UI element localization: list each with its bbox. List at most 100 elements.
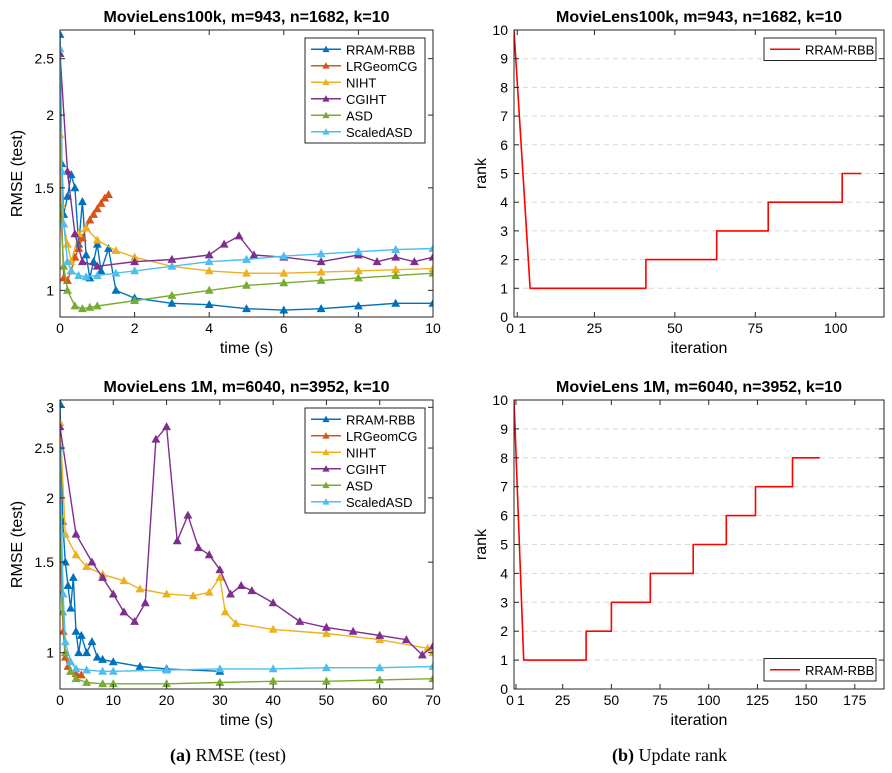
data-point-cgiht xyxy=(428,641,433,650)
axes-box xyxy=(59,399,434,690)
x-tick-label: 100 xyxy=(697,692,721,708)
y-tick-label: 9 xyxy=(500,51,508,67)
data-point-cgiht xyxy=(70,229,80,238)
data-point-rram-rbb xyxy=(68,572,78,581)
legend-box xyxy=(763,658,877,682)
legend-entry: RRAM-RBB xyxy=(805,663,874,678)
data-point-cgiht xyxy=(249,250,259,259)
x-tick-label: 0 xyxy=(56,692,64,708)
x-tick-label: 70 xyxy=(425,692,441,708)
data-point-scaledasd xyxy=(63,257,72,266)
y-tick-label: 3 xyxy=(500,594,508,610)
x-axis-label: time (s) xyxy=(220,340,273,357)
y-tick-label: 3 xyxy=(500,223,508,239)
data-point-niht xyxy=(188,591,198,600)
data-point-scaledasd xyxy=(242,254,251,263)
legend-marker xyxy=(322,128,330,135)
legend-entry: RRAM-RBB xyxy=(346,42,415,57)
series-line-cgiht xyxy=(60,53,433,267)
legend-marker xyxy=(322,498,330,505)
data-point-cgiht xyxy=(140,598,150,607)
data-point-lrgeomcg xyxy=(76,670,86,679)
data-point-asd xyxy=(316,275,326,284)
x-tick-label: 25 xyxy=(555,692,571,708)
y-tick-label: 6 xyxy=(500,137,508,153)
x-tick-label: 150 xyxy=(794,692,818,708)
data-point-lrgeomcg xyxy=(89,209,99,218)
data-point-scaledasd xyxy=(375,663,385,672)
data-point-scaledasd xyxy=(74,270,84,280)
caption-b-label: (b) xyxy=(612,745,634,765)
data-point-cgiht xyxy=(183,510,193,519)
data-point-cgiht xyxy=(236,581,246,590)
data-point-asd xyxy=(242,280,251,289)
x-tick-label: 60 xyxy=(372,692,388,708)
data-point-cgiht xyxy=(372,257,382,266)
data-point-rram-rbb xyxy=(353,301,363,310)
data-point-rram-rbb xyxy=(76,630,86,639)
series-group xyxy=(60,30,433,314)
data-point-lrgeomcg xyxy=(104,190,113,199)
legend-entry: RRAM-RBB xyxy=(805,42,874,57)
data-point-asd xyxy=(428,674,433,683)
y-tick-label: 9 xyxy=(500,421,508,437)
data-point-scaledasd xyxy=(279,251,289,260)
data-point-niht xyxy=(92,235,102,244)
caption-a-text: RMSE (test) xyxy=(191,745,287,765)
data-point-asd xyxy=(428,268,433,277)
legend-marker xyxy=(322,78,330,86)
data-point-niht xyxy=(268,624,278,633)
data-point-cgiht xyxy=(60,422,65,431)
data-point-rram-rbb xyxy=(316,304,326,313)
data-point-rram-rbb xyxy=(82,648,92,657)
series-line-niht xyxy=(60,422,433,654)
data-point-scaledasd xyxy=(391,244,401,253)
y-axis-label: RMSE (test) xyxy=(9,130,26,217)
x-axis-label: iteration xyxy=(671,340,728,357)
data-point-asd xyxy=(204,285,214,294)
y-tick-label: 1.5 xyxy=(35,180,55,196)
data-point-cgiht xyxy=(215,565,225,574)
data-point-rram-rbb xyxy=(204,300,214,309)
data-point-asd xyxy=(60,261,69,270)
y-tick-label: 1 xyxy=(500,280,508,296)
series-group xyxy=(60,400,433,688)
x-tick-label: 1 xyxy=(517,692,525,708)
data-point-asd xyxy=(85,302,95,311)
series-line-rram-rbb xyxy=(60,34,433,311)
x-tick-label: 125 xyxy=(746,692,770,708)
series-group xyxy=(514,30,862,290)
data-point-niht xyxy=(215,572,225,581)
data-point-asd xyxy=(70,301,80,310)
data-point-cgiht xyxy=(321,622,331,631)
x-axis-label: time (s) xyxy=(220,712,273,729)
data-point-niht xyxy=(428,263,433,272)
y-tick-label: 2 xyxy=(500,623,508,639)
x-tick-label: 100 xyxy=(824,320,848,336)
data-point-rram-rbb xyxy=(63,581,73,590)
data-point-niht xyxy=(135,584,145,593)
data-point-rram-rbb xyxy=(92,652,102,661)
data-point-rram-rbb xyxy=(92,239,102,248)
y-tick-label: 7 xyxy=(500,479,508,495)
y-tick-label: 10 xyxy=(492,22,508,38)
data-point-rram-rbb xyxy=(428,298,433,307)
data-point-cgiht xyxy=(295,616,305,625)
data-point-niht xyxy=(375,635,385,644)
y-tick-label: 4 xyxy=(500,194,508,210)
x-tick-label: 50 xyxy=(319,692,335,708)
legend-marker xyxy=(322,45,330,53)
legend-marker xyxy=(322,62,330,69)
legend-marker xyxy=(322,111,330,119)
data-point-scaledasd xyxy=(428,243,433,252)
legend-box xyxy=(304,37,426,144)
caption-a: (a) RMSE (test) xyxy=(170,745,286,766)
caption-b: (b) Update rank xyxy=(612,745,727,766)
data-point-niht xyxy=(81,223,91,232)
data-point-niht xyxy=(204,266,214,275)
data-point-asd xyxy=(130,296,140,305)
y-tick-label: 6 xyxy=(500,508,508,524)
data-point-rram-rbb xyxy=(74,648,84,657)
data-point-niht xyxy=(220,607,230,616)
